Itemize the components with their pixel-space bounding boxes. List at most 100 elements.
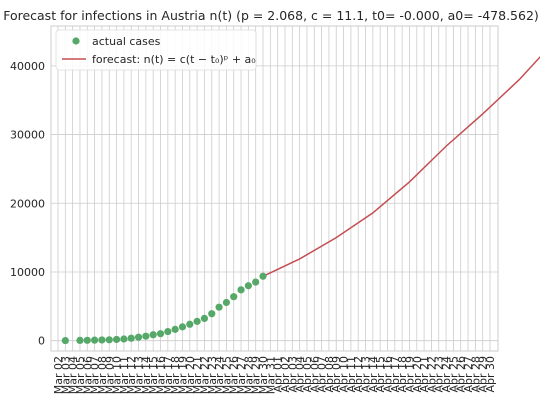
y-tick-label: 30000	[10, 129, 45, 142]
x-tick-label: Mar 11	[118, 356, 131, 394]
x-tick-label: Mar 27	[235, 356, 248, 394]
x-tick-label: Apr 06	[308, 356, 321, 393]
data-point	[120, 335, 128, 343]
x-tick-label: Mar 26	[228, 356, 241, 394]
data-point	[259, 272, 267, 280]
legend-label-forecast: forecast: n(t) = c(t − t₀)ᵖ + a₀	[92, 53, 256, 66]
x-tick-label: Mar 12	[125, 356, 138, 394]
x-tick-label: Mar 29	[250, 356, 263, 394]
x-tick-label: Apr 07	[316, 356, 329, 393]
data-point	[244, 282, 252, 290]
data-point	[105, 336, 113, 344]
x-tick-label: Mar 07	[89, 356, 102, 394]
x-tick-label: Mar 16	[155, 356, 168, 394]
x-tick-label: Apr 14	[367, 356, 380, 393]
data-point	[222, 298, 231, 307]
data-point	[208, 310, 216, 318]
x-tick-label: Apr 26	[455, 356, 468, 393]
x-tick-label: Apr 13	[360, 356, 373, 393]
x-tick-label: Apr 21	[418, 356, 431, 393]
x-tick-label: Apr 10	[338, 356, 351, 393]
x-tick-label: Mar 09	[103, 356, 116, 394]
legend-marker-actual	[72, 37, 80, 45]
forecast-line	[262, 55, 540, 277]
x-tick-label: Apr 05	[301, 356, 314, 393]
x-tick-label: Apr 18	[396, 356, 409, 393]
y-tick-label: 0	[38, 335, 45, 348]
data-point	[171, 325, 179, 333]
x-tick-label: Mar 04	[67, 356, 80, 394]
x-tick-label: Mar 10	[111, 356, 124, 394]
x-tick-label: Mar 15	[147, 356, 160, 394]
x-tick-label: Mar 05	[74, 356, 87, 394]
x-tick-label: Mar 24	[213, 356, 226, 394]
data-point	[112, 335, 121, 344]
x-tick-label: Apr 16	[381, 356, 394, 393]
y-tick-label: 40000	[10, 60, 45, 73]
chart-title: Forecast for infections in Austria n(t) …	[3, 8, 539, 23]
data-point	[193, 317, 201, 325]
x-tick-label: Apr 25	[447, 356, 460, 393]
x-tick-label: Mar 06	[81, 356, 94, 394]
x-tick-label: Apr 22	[425, 356, 438, 393]
x-tick-label: Mar 23	[206, 356, 219, 394]
x-tick-label: Apr 01	[272, 356, 285, 393]
data-point	[98, 336, 106, 344]
axes-frame	[50, 25, 499, 352]
x-tick-label: Apr 15	[374, 356, 387, 393]
x-tick-label: Apr 23	[433, 356, 446, 393]
data-point	[149, 331, 157, 339]
data-point	[230, 293, 238, 301]
y-tick-label: 20000	[10, 197, 45, 210]
x-tick-label: Apr 08	[323, 356, 336, 393]
data-point	[164, 327, 172, 336]
data-point	[91, 336, 99, 344]
x-tick-label: Mar 13	[133, 356, 146, 394]
data-point	[237, 286, 245, 294]
x-tick-label: Mar 19	[176, 356, 189, 394]
x-tick-label: Mar 25	[220, 356, 233, 394]
x-tick-label: Apr 11	[345, 356, 358, 393]
data-point	[127, 334, 135, 342]
x-tick-label: Mar 22	[198, 356, 211, 394]
x-tick-label: Mar 14	[140, 356, 153, 394]
data-point	[76, 336, 84, 345]
data-point	[142, 332, 150, 340]
data-point	[156, 330, 165, 338]
x-tick-label: Apr 04	[294, 356, 307, 393]
x-tick-label: Mar 28	[242, 356, 255, 394]
data-point	[134, 333, 143, 341]
x-tick-label: Mar 02	[52, 356, 65, 394]
x-tick-label: Apr 20	[411, 356, 424, 393]
x-tick-label: Mar 30	[257, 356, 270, 394]
data-point	[83, 336, 91, 344]
x-tick-label: Mar 21	[191, 356, 204, 394]
x-tick-label: Apr 17	[389, 356, 402, 393]
data-point	[252, 278, 260, 286]
x-tick-label: Mar 31	[264, 356, 277, 394]
x-tick-label: Mar 20	[184, 356, 197, 394]
x-tick-label: Apr 27	[462, 356, 475, 393]
x-tick-label: Apr 29	[477, 356, 490, 393]
x-tick-label: Mar 08	[96, 356, 109, 394]
x-tick-label: Mar 17	[162, 356, 175, 394]
x-tick-label: Apr 24	[440, 356, 453, 393]
data-point	[61, 336, 69, 345]
x-tick-label: Apr 19	[403, 356, 416, 393]
x-tick-label: Mar 18	[169, 356, 182, 394]
legend-label-actual: actual cases	[92, 35, 161, 48]
x-tick-label: Apr 28	[469, 356, 482, 393]
x-tick-label: Apr 12	[352, 356, 365, 393]
data-point	[215, 303, 223, 311]
y-tick-label: 10000	[10, 266, 45, 279]
x-tick-label: Apr 03	[286, 356, 299, 393]
x-tick-label: Mar 03	[59, 356, 72, 394]
x-tick-label: Apr 02	[279, 356, 292, 393]
legend-box	[55, 29, 257, 71]
x-tick-label: Apr 30	[484, 356, 497, 393]
data-point	[178, 323, 187, 331]
data-point	[200, 314, 209, 323]
x-tick-label: Apr 09	[330, 356, 343, 393]
